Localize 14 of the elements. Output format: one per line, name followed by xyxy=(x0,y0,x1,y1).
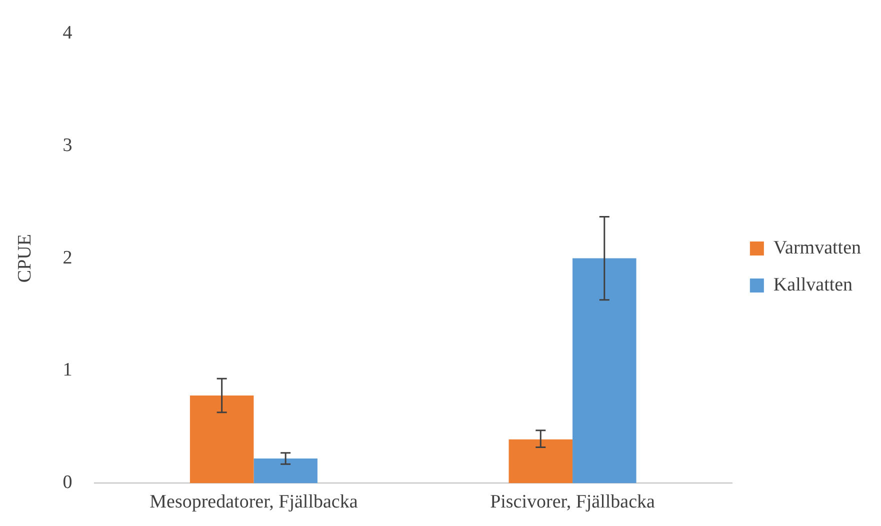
legend-label: Varmvatten xyxy=(773,237,862,258)
y-axis-title: CPUE xyxy=(14,234,36,283)
legend-label: Kallvatten xyxy=(773,274,854,296)
y-tick-label: 3 xyxy=(62,134,72,156)
y-tick-label: 4 xyxy=(62,22,73,44)
x-tick-label: Mesopredatorer, Fjällbacka xyxy=(150,492,358,513)
y-tick-label: 0 xyxy=(62,472,72,494)
y-tick-label: 1 xyxy=(62,360,72,381)
bar xyxy=(572,258,636,484)
y-tick-label: 2 xyxy=(62,247,72,268)
bar xyxy=(190,395,254,484)
bar xyxy=(254,458,318,484)
x-tick-label: Piscivorer, Fjällbacka xyxy=(490,492,656,513)
bar xyxy=(508,439,573,484)
